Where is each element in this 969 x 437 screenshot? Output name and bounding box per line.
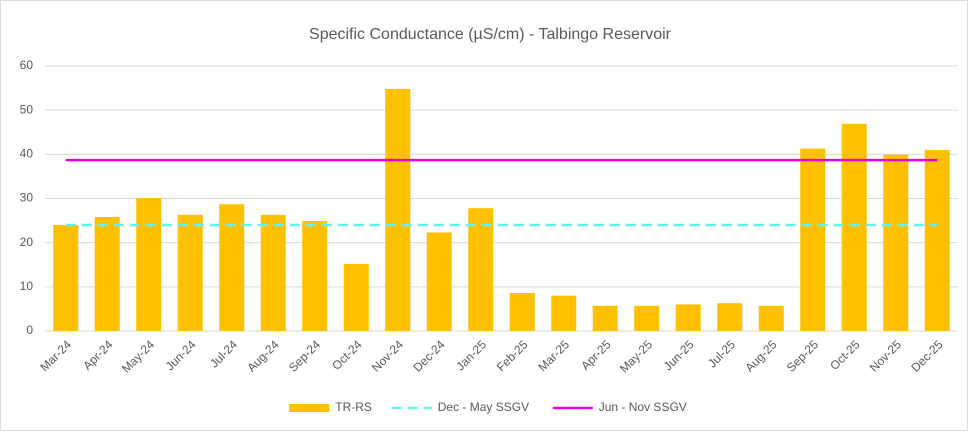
- legend-swatch: [289, 404, 330, 412]
- legend-label: Dec - May SSGV: [438, 400, 529, 414]
- bar: [260, 214, 286, 331]
- bar: [634, 305, 660, 331]
- chart-title: Specific Conductance (µS/cm) - Talbingo …: [309, 26, 672, 43]
- bar: [841, 123, 867, 331]
- legend-label: TR-RS: [335, 400, 372, 414]
- bar: [924, 149, 950, 331]
- bar: [675, 304, 701, 331]
- y-tick-label: 50: [20, 102, 34, 116]
- bar: [468, 208, 494, 331]
- bar: [53, 225, 79, 331]
- y-tick-label: 40: [20, 147, 34, 161]
- bar: [343, 263, 369, 331]
- bar: [592, 305, 618, 331]
- bar: [717, 303, 743, 331]
- bar: [426, 232, 452, 331]
- bar: [219, 204, 245, 331]
- bar: [758, 305, 784, 331]
- y-tick-label: 10: [20, 279, 34, 293]
- y-tick-label: 20: [20, 235, 34, 249]
- bar: [136, 198, 162, 331]
- bar: [385, 88, 411, 331]
- bar: [800, 148, 826, 331]
- legend-label: Jun - Nov SSGV: [599, 400, 687, 414]
- bar: [551, 295, 577, 331]
- y-tick-label: 30: [20, 191, 34, 205]
- y-tick-label: 60: [20, 58, 34, 72]
- bar: [302, 221, 328, 331]
- bar: [94, 217, 120, 331]
- y-tick-label: 0: [26, 323, 33, 337]
- bar: [177, 214, 203, 331]
- bar: [883, 154, 909, 331]
- bar: [509, 293, 535, 331]
